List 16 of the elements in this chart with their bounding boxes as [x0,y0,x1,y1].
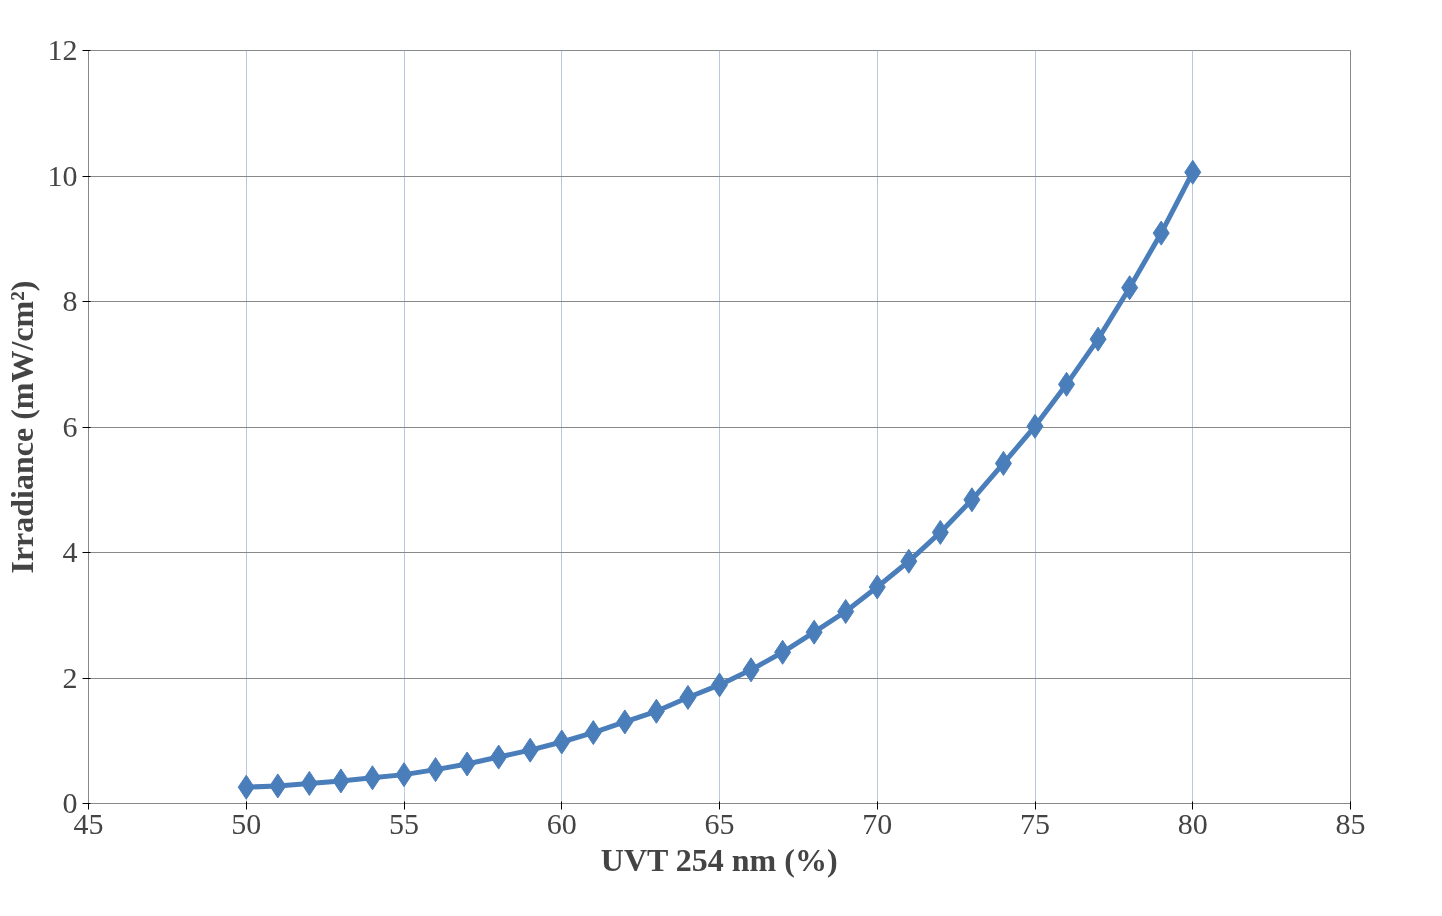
y-tick-label: 10 [47,158,78,192]
x-tick-label: 80 [1177,806,1208,840]
x-tick-label: 75 [1020,806,1050,840]
x-axis-title: UVT 254 nm (%) [600,841,838,878]
y-tick-label: 8 [62,284,78,317]
x-tick-label: 60 [546,806,577,840]
y-tick-label: 6 [62,409,78,443]
x-tick-label: 50 [231,806,262,840]
x-tick-label: 70 [862,806,893,840]
y-tick-label: 2 [62,660,78,694]
y-axis-title: Irradiance (mW/cm²) [3,280,40,574]
x-tick-label: 85 [1335,806,1366,840]
y-tick-label: 4 [62,535,78,568]
x-tick-label: 65 [704,806,735,840]
x-tick-label: 55 [389,806,419,840]
y-tick-label: 12 [47,33,78,66]
